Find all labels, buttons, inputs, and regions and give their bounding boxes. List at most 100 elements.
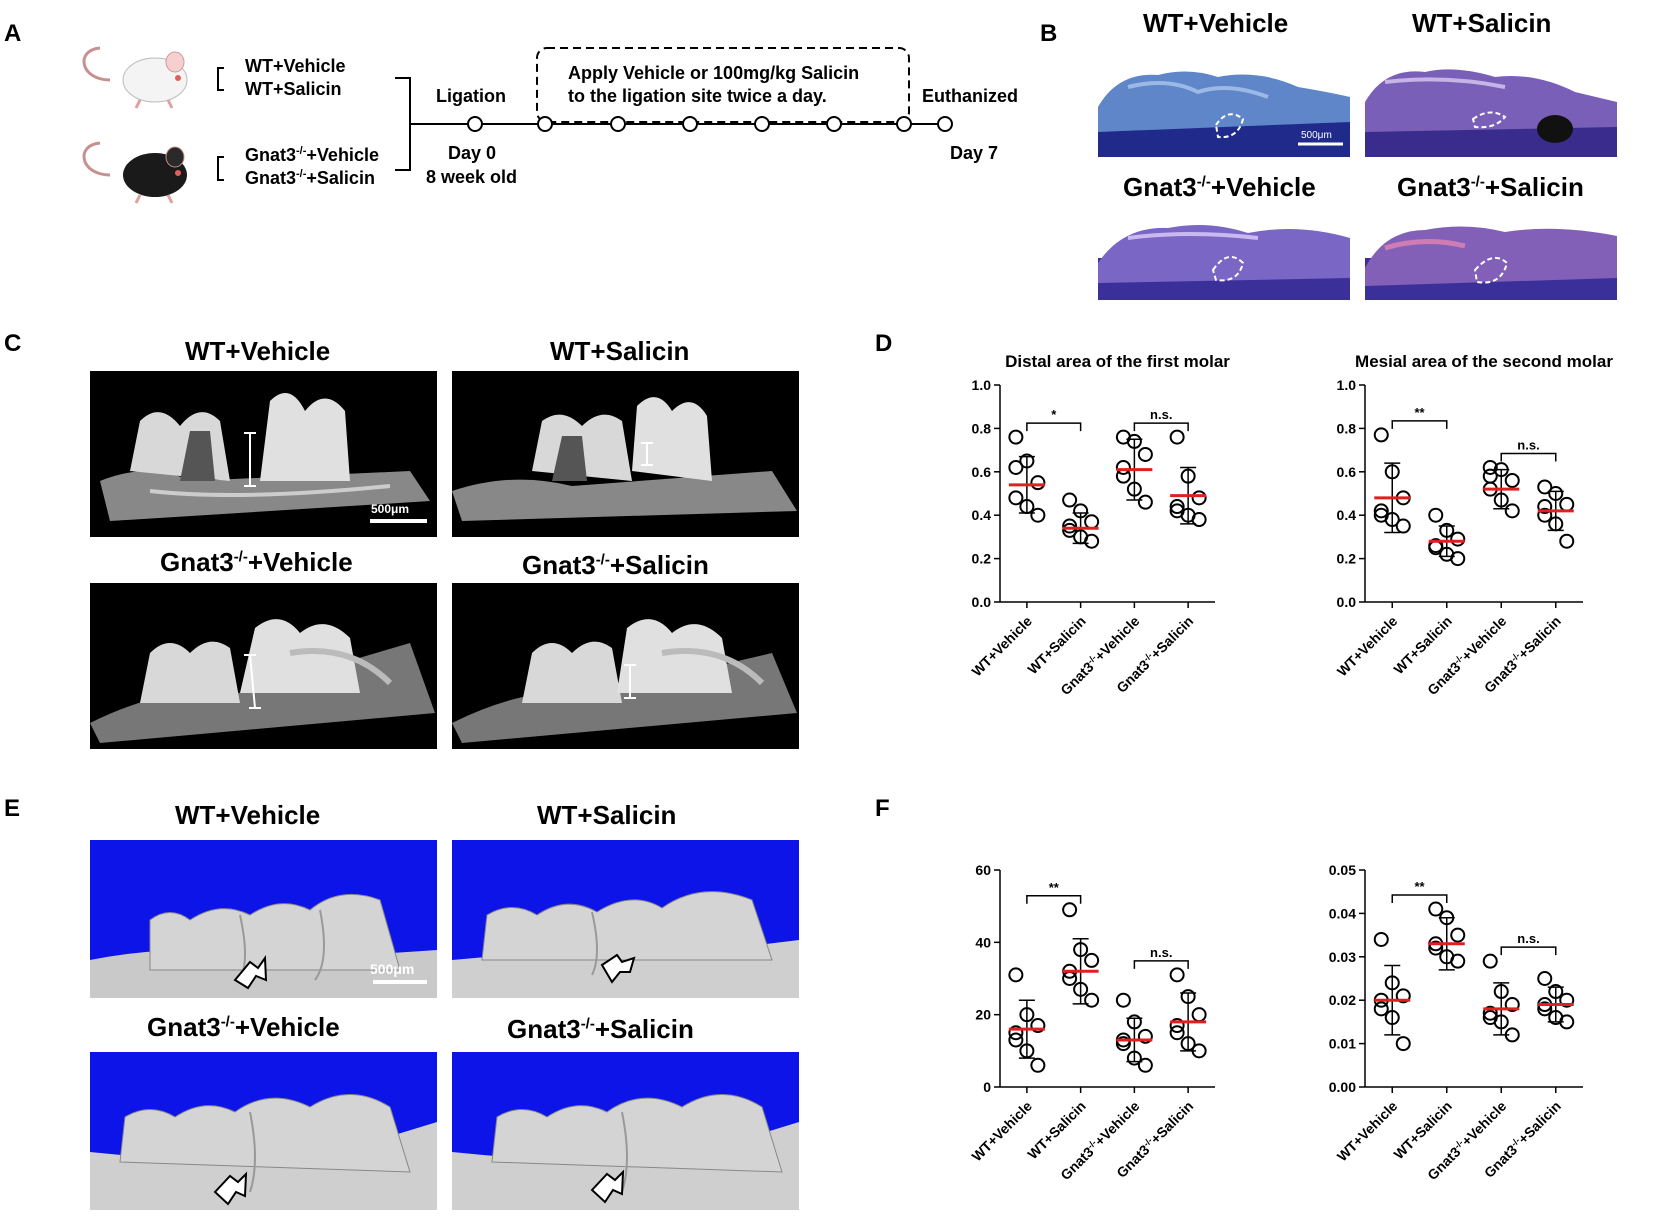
black-mouse-icon (82, 141, 187, 204)
significance-label: ** (1414, 879, 1425, 894)
c-title-ko-vehicle: Gnat3-/-+Vehicle (160, 547, 353, 577)
data-point (1169, 1018, 1185, 1034)
y-tick-label: 0.4 (972, 507, 992, 523)
panel-letter-c: C (4, 330, 22, 357)
data-point (1137, 1057, 1153, 1073)
significance-bracket (1026, 895, 1082, 904)
data-point (1191, 512, 1207, 528)
significance-bracket (1391, 894, 1448, 904)
data-point (1137, 494, 1153, 510)
data-point (1428, 940, 1444, 956)
data-point (1008, 429, 1024, 445)
data-point (1559, 992, 1575, 1008)
data-point (1030, 1057, 1046, 1073)
data-point (1062, 902, 1078, 918)
y-tick-label: 0.0 (1337, 594, 1357, 610)
y-tick-label: 0.6 (1337, 464, 1357, 480)
data-point (1537, 971, 1553, 986)
significance-bracket (1133, 960, 1189, 969)
y-tick-label: 0.6 (972, 464, 992, 480)
data-point (1428, 507, 1444, 523)
y-tick-label: 0.2 (1337, 551, 1357, 567)
panel-letter-a: A (4, 20, 22, 47)
significance-label: n.s. (1150, 945, 1172, 960)
e-title-wt-vehicle: WT+Vehicle (175, 800, 321, 830)
y-tick-label: 60 (975, 862, 991, 878)
data-point (1030, 1018, 1046, 1034)
y-tick-label: 1.0 (1337, 377, 1357, 393)
data-point (1169, 429, 1185, 445)
group-wt-vehicle: WT+Vehicle (245, 56, 346, 76)
data-point (1537, 479, 1553, 495)
data-point (1504, 997, 1520, 1013)
b-photo-ko-salicin (1365, 208, 1617, 300)
data-point (1008, 1025, 1024, 1041)
e-render-wt-salicin (452, 840, 799, 998)
y-tick-label: 20 (975, 1007, 991, 1023)
data-point (1537, 499, 1553, 515)
data-point (1137, 446, 1153, 462)
significance-label: * (1051, 407, 1057, 422)
data-point (1537, 507, 1553, 523)
chart-f1: 0204060BV/TV(%)WT+VehicleWT+SalicinGnat3… (968, 862, 1215, 1183)
panel-letter-d: D (875, 330, 893, 357)
y-tick-label: 0.4 (1337, 507, 1357, 523)
y-tick-label: 0.00 (1329, 1079, 1356, 1095)
group-wt-salicin: WT+Salicin (245, 79, 342, 99)
data-point (1395, 1036, 1411, 1052)
data-point (1373, 507, 1389, 523)
y-tick-label: 0.8 (1337, 420, 1357, 436)
b-title-wt-salicin: WT+Salicin (1412, 8, 1552, 38)
y-tick-label: 0.05 (1329, 862, 1356, 878)
data-point (1482, 468, 1498, 484)
y-tick-label: 0.03 (1329, 949, 1356, 965)
x-tick-label: WT+Vehicle (968, 1098, 1035, 1165)
significance-label: n.s. (1150, 407, 1172, 422)
data-point (1062, 522, 1078, 538)
b-scalebar-label: 500μm (1301, 130, 1332, 141)
data-point (1482, 1010, 1498, 1026)
data-point (1084, 514, 1100, 530)
c-ct-ko-vehicle (90, 583, 437, 749)
b-photo-wt-vehicle: 500μm (1098, 47, 1350, 157)
e-render-ko-vehicle (90, 1052, 437, 1210)
c-title-ko-salicin: Gnat3-/-+Salicin (522, 550, 709, 580)
data-point (1395, 988, 1411, 1004)
day0-label: Day 0 (448, 143, 497, 163)
y-tick-label: 0.04 (1329, 905, 1356, 921)
data-point (1482, 953, 1498, 969)
e-scalebar-label: 500μm (370, 961, 414, 977)
e-title-wt-salicin: WT+Salicin (537, 800, 677, 830)
data-point (1450, 551, 1466, 567)
chart-title: Mesial area of the second molar (1355, 355, 1613, 371)
significance-label: n.s. (1517, 931, 1539, 946)
y-tick-label: 0.02 (1329, 992, 1356, 1008)
c-title-wt-salicin: WT+Salicin (550, 336, 690, 366)
significance-bracket (1391, 420, 1448, 429)
data-point (1504, 472, 1520, 488)
chart-title: Distal area of the first molar (1005, 355, 1230, 371)
c-title-wt-vehicle: WT+Vehicle (185, 336, 331, 366)
y-tick-label: 0.2 (972, 551, 992, 567)
age-label: 8 week old (426, 167, 518, 187)
data-point (1395, 518, 1411, 534)
e-render-wt-vehicle: 500μm (90, 840, 437, 998)
x-tick-label: WT+Vehicle (1334, 1098, 1401, 1165)
data-point (1191, 1007, 1207, 1023)
x-tick-label: WT+Vehicle (968, 613, 1035, 680)
timeline-lines (217, 47, 953, 181)
data-point (1373, 1001, 1389, 1017)
data-point (1428, 538, 1444, 554)
ligation-label: Ligation (436, 86, 506, 106)
significance-bracket (1500, 452, 1557, 462)
data-point (1169, 1025, 1185, 1041)
data-point (1537, 1001, 1553, 1017)
group-ko-vehicle: Gnat3-/-+Vehicle (245, 145, 379, 165)
e-title-ko-salicin: Gnat3-/-+Salicin (507, 1014, 694, 1044)
data-point (1137, 1028, 1153, 1044)
data-point (1482, 459, 1498, 475)
euthanized-label: Euthanized (922, 86, 1019, 106)
data-point (1062, 518, 1078, 534)
c-ct-wt-salicin (452, 371, 799, 537)
data-point (1008, 459, 1024, 475)
